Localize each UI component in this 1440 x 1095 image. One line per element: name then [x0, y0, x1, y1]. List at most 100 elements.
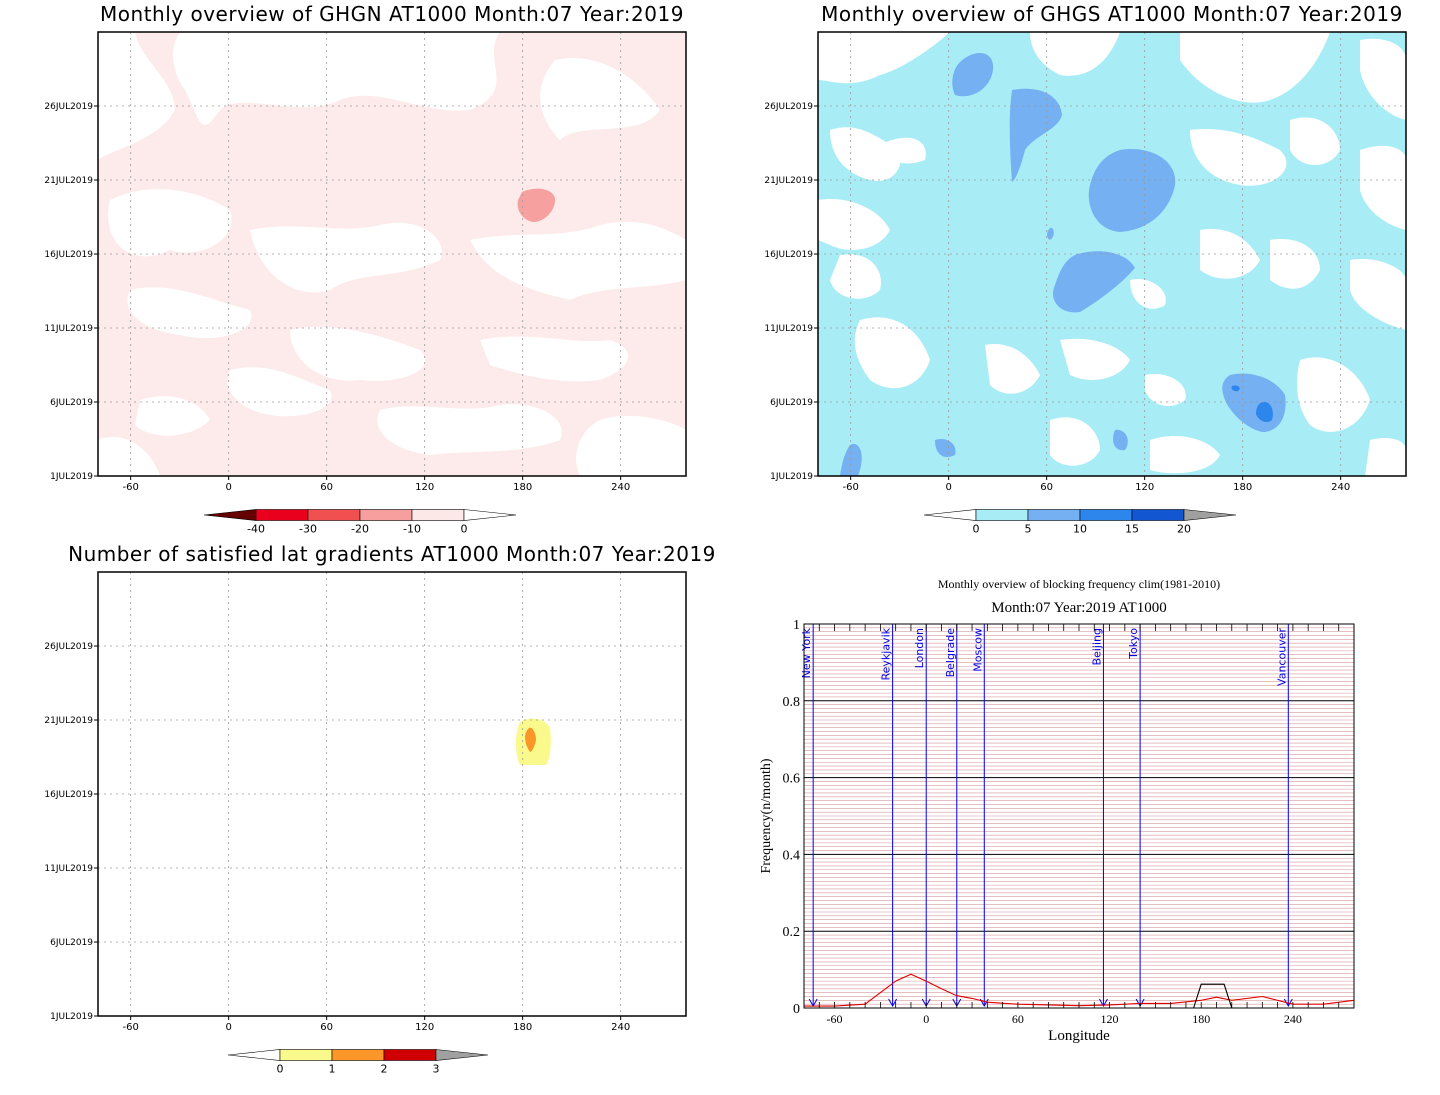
gradients-y-tick-label: 16JUL2019 — [44, 790, 93, 800]
ghgs-blank-region — [1060, 338, 1130, 380]
ghgs-colorbar-segment — [975, 509, 1029, 521]
ghgs-mid-region — [1113, 429, 1128, 451]
ghgs-mid-region — [935, 439, 956, 458]
blocking-x-tick-label: 240 — [1284, 1012, 1302, 1026]
blocking-y-tick-label: 0 — [793, 1002, 800, 1017]
ghgs-colorbar-label: 10 — [1073, 523, 1087, 536]
ghgs-blank-region — [1200, 229, 1260, 279]
blocking-x-tick-label: 120 — [1101, 1012, 1119, 1026]
ghgs-blank-region — [1030, 32, 1120, 76]
ghgn-panel: Monthly overview of GHGN AT1000 Month:07… — [44, 2, 687, 536]
ghgs-mid-region — [952, 52, 994, 97]
ghgn-colorbar-label: 0 — [461, 523, 468, 536]
gradients-colorbar-extend-high — [435, 1049, 489, 1061]
ghgs-blank-region — [1145, 374, 1186, 407]
city-label: Vancouver — [1275, 628, 1288, 686]
ghgn-blank-region — [173, 32, 500, 125]
blocking-y-tick-label: 1 — [793, 618, 800, 633]
ghgn-blank-region — [377, 404, 562, 455]
ghgn-x-tick-label: 120 — [415, 482, 434, 493]
blocking-y-tick-label: 0.4 — [783, 848, 801, 863]
gradients-x-tick-label: 0 — [225, 1022, 231, 1033]
ghgs-blank-region — [1190, 129, 1287, 186]
gradients-colorbar: 0 1 2 3 — [227, 1049, 489, 1076]
ghgn-colorbar-segment — [359, 509, 413, 521]
ghgs-blank-region — [1360, 38, 1406, 120]
ghgn-colorbar-extend-low — [203, 509, 257, 521]
ghgn-title: Monthly overview of GHGN AT1000 Month:07… — [100, 2, 684, 26]
gradients-y-tick-label: 1JUL2019 — [50, 1012, 93, 1022]
blocking-ylabel: Frequency(n/month) — [759, 758, 774, 873]
ghgn-blank-region — [470, 221, 686, 300]
ghgn-x-tick-label: -60 — [122, 482, 138, 493]
ghgs-colorbar-label: 0 — [973, 523, 980, 536]
ghgn-x-tick-label: 0 — [225, 482, 231, 493]
ghgs-blank-region — [985, 344, 1040, 394]
ghgs-x-tick-label: 240 — [1331, 482, 1350, 493]
gradients-colorbar-segment — [331, 1049, 385, 1061]
ghgs-x-tick-label: 0 — [945, 482, 951, 493]
ghgn-colorbar-label: -40 — [247, 523, 265, 536]
ghgs-blank-region — [854, 317, 930, 389]
city-label: Reykjavik — [880, 627, 893, 680]
ghgn-y-tick-label: 16JUL2019 — [44, 250, 93, 260]
city-marker-arrow-icon — [1283, 998, 1293, 1008]
gradients-colorbar-label: 2 — [381, 1063, 388, 1076]
ghgs-blank-region — [1365, 438, 1406, 476]
ghgs-y-tick-label: 21JUL2019 — [764, 176, 813, 186]
ghgn-grid — [98, 32, 686, 476]
ghgs-colorbar-extend-high — [1183, 509, 1237, 521]
ghgn-blank-region — [576, 415, 686, 476]
ghgs-colorbar-segment — [1131, 509, 1185, 521]
ghgs-title: Monthly overview of GHGS AT1000 Month:07… — [821, 2, 1403, 26]
ghgn-blank-region — [98, 436, 160, 476]
gradients-title: Number of satisfied lat gradients AT1000… — [68, 542, 716, 566]
ghgs-x-tick-label: 180 — [1233, 482, 1252, 493]
blocking-x-tick-label: -60 — [827, 1012, 843, 1026]
blocking-x-tick-label: 180 — [1192, 1012, 1210, 1026]
gradients-x-tick-label: 180 — [513, 1022, 532, 1033]
ghgn-x-tick-label: 60 — [320, 482, 333, 493]
ghgn-colorbar-label: -10 — [403, 523, 421, 536]
blocking-grid — [804, 627, 1354, 1005]
gradients-colorbar-label: 3 — [433, 1063, 440, 1076]
gradients-y-tick-label: 11JUL2019 — [44, 864, 93, 874]
gradients-colorbar-label: 0 — [277, 1063, 284, 1076]
ghgs-x-tick-label: 120 — [1135, 482, 1154, 493]
ghgs-mid-region — [1088, 149, 1176, 232]
ghgs-colorbar-label: 15 — [1125, 523, 1139, 536]
gradients-level2-blob — [525, 727, 536, 752]
city-label: New York — [800, 627, 813, 678]
gradients-colorbar-segment — [383, 1049, 437, 1061]
ghgs-colorbar-extend-low — [923, 509, 977, 521]
ghgs-high-region — [1256, 401, 1273, 423]
city-label: London — [913, 628, 926, 668]
ghgs-colorbar-segment — [1079, 509, 1133, 521]
ghgs-y-tick-label: 16JUL2019 — [764, 250, 813, 260]
ghgs-panel: Monthly overview of GHGS AT1000 Month:07… — [764, 2, 1407, 536]
ghgs-x-tick-label: -60 — [842, 482, 858, 493]
ghgn-x-tick-label: 240 — [611, 482, 630, 493]
ghgs-blank-region — [880, 137, 926, 164]
blocking-subtitle: Month:07 Year:2019 AT1000 — [991, 600, 1166, 616]
ghgs-blank-region — [1130, 279, 1166, 309]
blocking-title: Monthly overview of blocking frequency c… — [938, 577, 1220, 591]
ghgs-mid-region — [1052, 251, 1135, 313]
ghgn-blank-region — [127, 287, 252, 339]
ghgn-blank-region — [135, 396, 210, 436]
ghgs-blank-region — [1350, 259, 1406, 330]
ghgs-y-tick-label: 11JUL2019 — [764, 324, 813, 334]
ghgn-axes: -60 0 60 120 180 240 1JUL2019 6JUL2019 11JUL2019… — [44, 102, 630, 493]
ghgn-colorbar: -40 -30 -20 -10 0 — [203, 509, 517, 536]
city-label: Belgrade — [944, 628, 957, 678]
ghgn-blank-region — [108, 189, 232, 257]
ghgs-axes: -60 0 60 120 180 240 1JUL2019 6JUL2019 11JUL2019… — [764, 102, 1350, 493]
city-marker-arrow-icon — [1099, 998, 1108, 1008]
gradients-colorbar-label: 1 — [329, 1063, 336, 1076]
ghgn-blank-region — [227, 367, 332, 417]
ghgn-blank-region — [540, 58, 660, 140]
ghgs-blank-region — [1270, 239, 1320, 289]
ghgs-grid — [818, 32, 1406, 476]
ghgn-y-tick-label: 1JUL2019 — [50, 472, 93, 482]
ghgn-blank-region — [290, 326, 426, 381]
